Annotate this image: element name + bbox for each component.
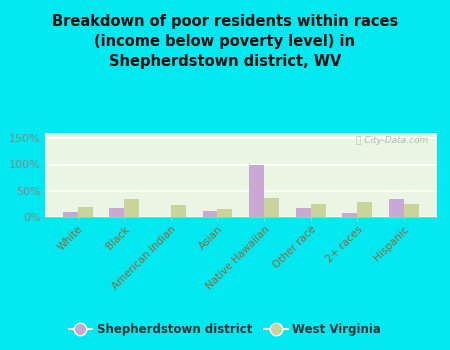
Bar: [78, 206, 93, 217]
Legend: Shepherdstown district, West Virginia: Shepherdstown district, West Virginia: [64, 318, 386, 341]
Bar: [109, 208, 124, 217]
Bar: [342, 213, 357, 217]
Bar: [202, 211, 217, 217]
Bar: [171, 205, 186, 217]
Bar: [389, 199, 404, 217]
Bar: [357, 202, 372, 217]
Bar: [63, 212, 78, 217]
Bar: [310, 204, 325, 217]
Bar: [296, 208, 310, 217]
Bar: [217, 209, 232, 217]
Bar: [249, 164, 264, 217]
Bar: [264, 198, 279, 217]
Text: ⓘ City-Data.com: ⓘ City-Data.com: [356, 135, 429, 145]
Text: Breakdown of poor residents within races
(income below poverty level) in
Shepher: Breakdown of poor residents within races…: [52, 14, 398, 69]
Bar: [124, 199, 139, 217]
Bar: [404, 204, 419, 217]
